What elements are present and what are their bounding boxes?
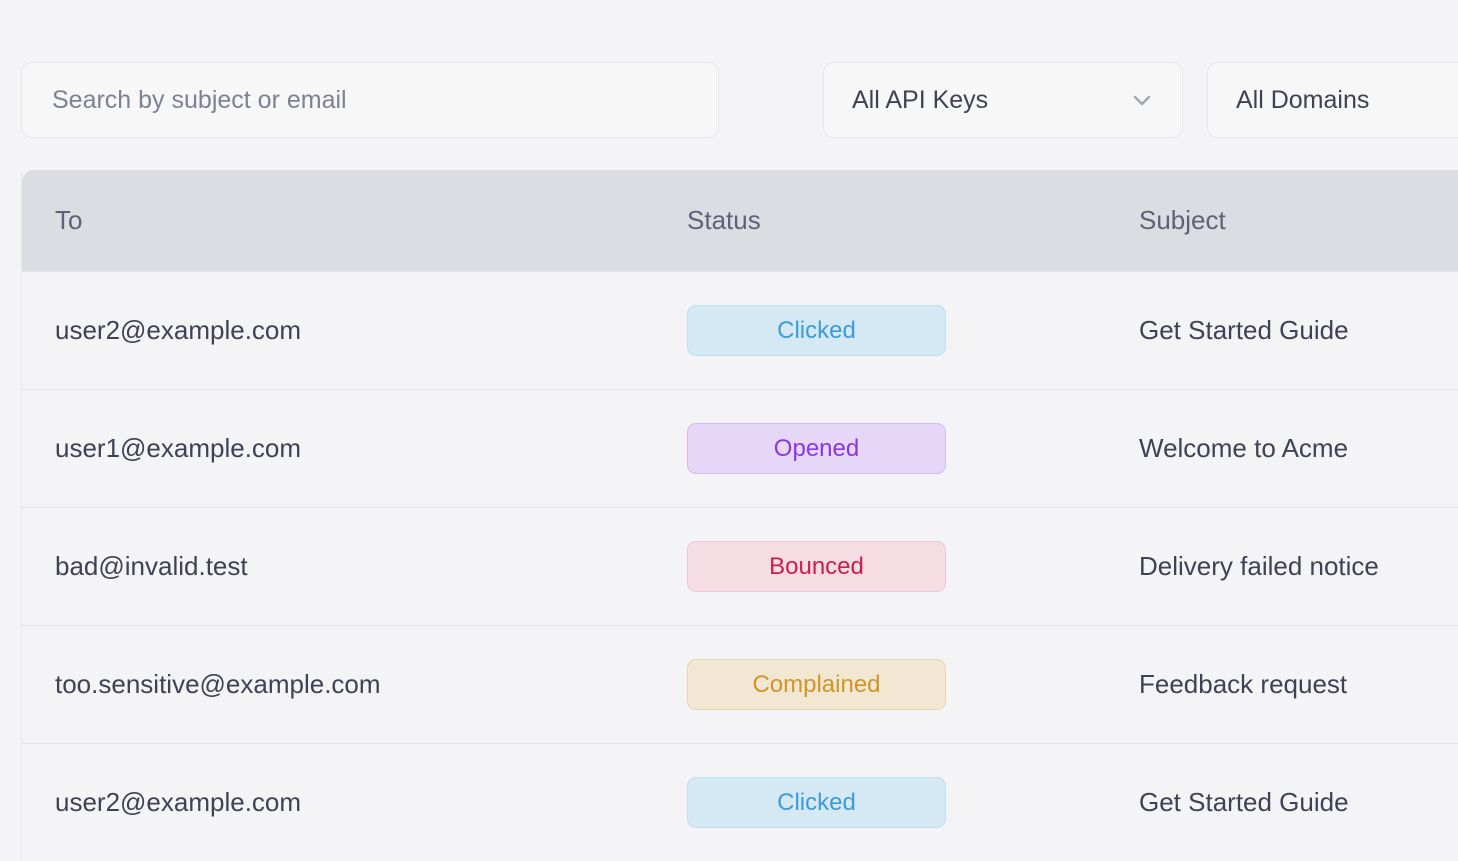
chevron-down-icon <box>1128 86 1156 114</box>
api-key-filter-select[interactable]: All API Keys <box>823 62 1183 138</box>
cell-status: Complained <box>654 659 1091 710</box>
cell-subject: Feedback request <box>1091 669 1458 700</box>
table-header-cell-to[interactable]: To <box>22 205 654 236</box>
cell-status: Clicked <box>654 777 1091 828</box>
cell-status: Opened <box>654 423 1091 474</box>
status-badge: Complained <box>687 659 946 710</box>
status-badge: Opened <box>687 423 946 474</box>
cell-subject: Welcome to Acme <box>1091 433 1458 464</box>
email-subject: Feedback request <box>1139 669 1348 699</box>
email-subject: Get Started Guide <box>1139 787 1349 817</box>
status-badge: Clicked <box>687 777 946 828</box>
recipient-email: user2@example.com <box>55 787 302 817</box>
table-header-row: To Status Subject <box>22 170 1458 271</box>
cell-subject: Get Started Guide <box>1091 315 1458 346</box>
status-badge: Clicked <box>687 305 946 356</box>
domain-filter-select[interactable]: All Domains <box>1207 62 1458 138</box>
cell-subject: Get Started Guide <box>1091 787 1458 818</box>
email-logs-table: To Status Subject user2@example.com Clic… <box>21 170 1458 861</box>
filters-toolbar: All API Keys All Domains <box>0 0 1458 162</box>
cell-to: user1@example.com <box>22 433 654 464</box>
status-badge: Bounced <box>687 541 946 592</box>
recipient-email: bad@invalid.test <box>55 551 248 581</box>
email-subject: Welcome to Acme <box>1139 433 1349 463</box>
search-input[interactable] <box>21 62 719 138</box>
table-header-cell-status[interactable]: Status <box>654 205 1091 236</box>
cell-subject: Delivery failed notice <box>1091 551 1458 582</box>
table-header-cell-subject[interactable]: Subject <box>1091 205 1458 236</box>
column-header-subject: Subject <box>1139 205 1226 235</box>
recipient-email: too.sensitive@example.com <box>55 669 381 699</box>
cell-to: bad@invalid.test <box>22 551 654 582</box>
domain-filter-label: All Domains <box>1236 85 1370 114</box>
recipient-email: user1@example.com <box>55 433 302 463</box>
table-row[interactable]: too.sensitive@example.com Complained Fee… <box>22 625 1458 743</box>
cell-status: Clicked <box>654 305 1091 356</box>
column-header-status: Status <box>687 205 761 235</box>
table-row[interactable]: bad@invalid.test Bounced Delivery failed… <box>22 507 1458 625</box>
email-subject: Get Started Guide <box>1139 315 1349 345</box>
cell-to: user2@example.com <box>22 787 654 818</box>
email-subject: Delivery failed notice <box>1139 551 1379 581</box>
recipient-email: user2@example.com <box>55 315 302 345</box>
table-row[interactable]: user1@example.com Opened Welcome to Acme <box>22 389 1458 507</box>
cell-to: too.sensitive@example.com <box>22 669 654 700</box>
table-row[interactable]: user2@example.com Clicked Get Started Gu… <box>22 271 1458 389</box>
cell-to: user2@example.com <box>22 315 654 346</box>
api-key-filter-label: All API Keys <box>852 85 989 114</box>
column-header-to: To <box>55 205 83 235</box>
table-row[interactable]: user2@example.com Clicked Get Started Gu… <box>22 743 1458 861</box>
cell-status: Bounced <box>654 541 1091 592</box>
